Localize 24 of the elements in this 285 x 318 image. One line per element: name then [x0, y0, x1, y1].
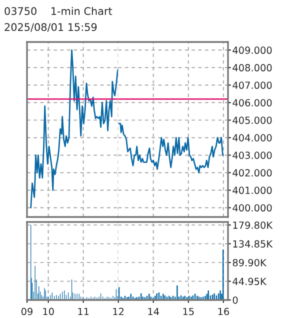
- y-tick-label: 0: [232, 296, 238, 304]
- y-tick-label: 404.000: [232, 134, 272, 142]
- x-tick-label: 11: [78, 308, 89, 316]
- y-tick-label: 406.000: [232, 99, 272, 106]
- y-tick-label: 44.95K: [232, 278, 267, 286]
- y-tick-label: 409.000: [232, 46, 272, 54]
- x-tick-label: 10: [43, 308, 54, 316]
- x-tick-label: 16: [218, 308, 230, 316]
- y-tick-label: 134.85K: [233, 240, 273, 248]
- x-tick-label: 09: [21, 308, 32, 316]
- x-tick-label: 12: [113, 308, 124, 316]
- y-tick-label: 89.90K: [232, 258, 267, 266]
- y-tick-label: 402.000: [232, 169, 272, 177]
- chart-title: 03750 1-min Chart: [4, 6, 112, 16]
- x-tick-label: 15: [183, 308, 194, 316]
- y-tick-label: 179.80K: [233, 221, 273, 229]
- y-tick-label: 400.000: [232, 204, 272, 212]
- y-tick-label: 408.000: [232, 64, 272, 72]
- y-tick-label: 407.000: [232, 82, 272, 89]
- y-tick-label: 401.000: [232, 186, 272, 194]
- chart-subtitle: 2025/08/01 15:59: [4, 23, 97, 32]
- y-tick-label: 405.000: [232, 116, 272, 124]
- y-tick-label: 403.000: [232, 152, 272, 159]
- x-tick-label: 14: [148, 308, 159, 316]
